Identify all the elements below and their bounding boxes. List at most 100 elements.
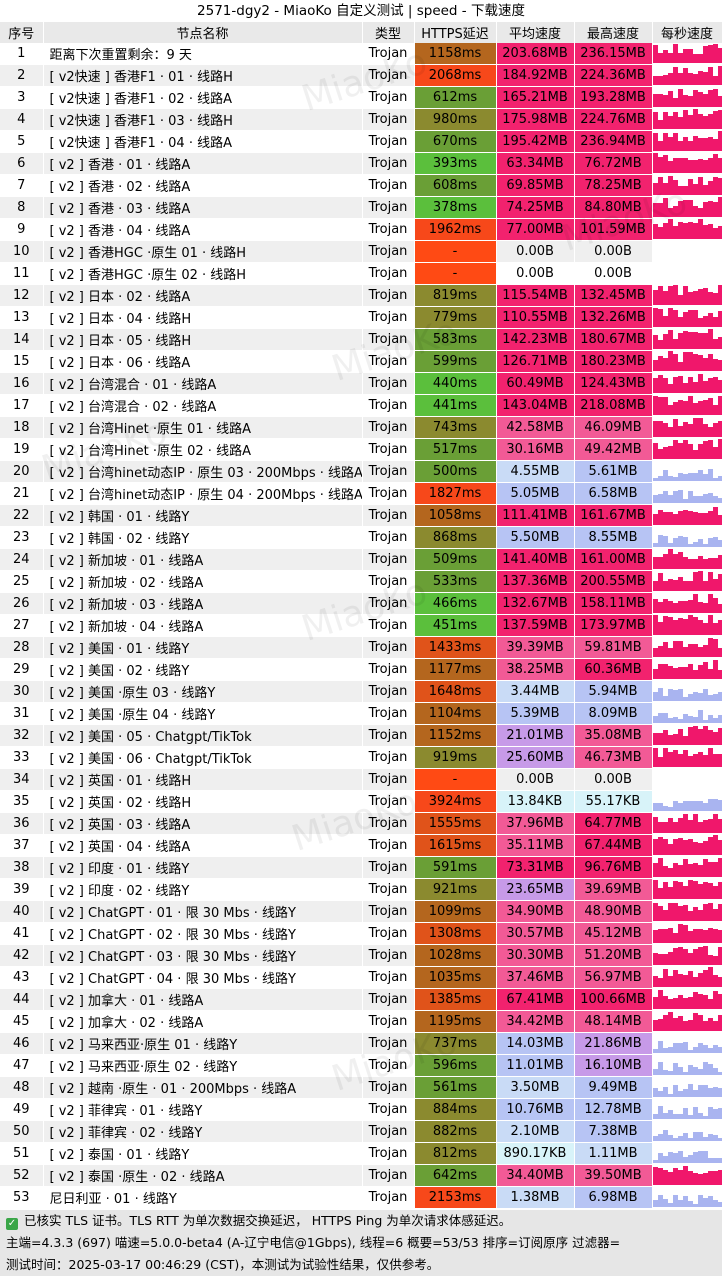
speed-graph-bar	[712, 1021, 718, 1031]
speed-graph-bar	[687, 615, 693, 635]
speed-graph-bar	[712, 377, 718, 393]
speed-graph-bar	[702, 720, 708, 723]
speed-graph-bar	[702, 288, 708, 305]
node-name: [ v2 ] ChatGPT · 03 · 限 30 Mbs · 线路Y	[43, 944, 363, 967]
https-latency: 642ms	[414, 1164, 497, 1187]
speed-graph-bar	[712, 1109, 718, 1119]
https-latency: 884ms	[414, 1098, 497, 1121]
speed-graph-bar	[677, 426, 683, 437]
speed-graph	[652, 152, 722, 175]
speed-graph-bar	[702, 1021, 708, 1031]
speed-graph-bar	[682, 697, 688, 701]
speed-graph-bar	[712, 660, 718, 679]
speed-graph-bar	[677, 89, 683, 107]
max-speed: 49.42MB	[574, 438, 653, 461]
row-seq: 44	[0, 988, 44, 1011]
speed-graph	[652, 724, 722, 747]
max-speed: 16.10MB	[574, 1054, 653, 1077]
speed-graph-bar	[682, 49, 688, 63]
speed-graph-bar	[667, 1047, 673, 1053]
speed-graph-bar	[677, 333, 683, 349]
avg-speed: 34.90MB	[496, 900, 575, 923]
https-latency: 812ms	[414, 1142, 497, 1165]
max-speed: 193.28MB	[574, 86, 653, 109]
speed-graph-bar	[657, 602, 663, 613]
node-type: Trojan	[362, 86, 415, 109]
speed-graph-bar	[712, 154, 718, 173]
speed-graph-bar	[697, 1113, 703, 1119]
avg-speed: 0.00B	[496, 240, 575, 263]
https-latency: 608ms	[414, 174, 497, 197]
table-row: 31[ v2 ] 美国 ·原生 04 · 线路Y Trojan 1104ms 5.39…	[0, 702, 722, 725]
speed-graph-bar	[687, 511, 693, 525]
max-speed: 84.80MB	[574, 196, 653, 219]
speed-graph-bar	[672, 750, 678, 767]
speed-graph-bar	[692, 1173, 698, 1185]
speed-graph-bar	[707, 928, 713, 943]
max-speed: 124.43MB	[574, 372, 653, 395]
node-name: [ v2 ] 美国 ·原生 04 · 线路Y	[43, 702, 363, 725]
speed-graph-bar	[672, 354, 678, 371]
speed-graph-bar	[697, 884, 703, 899]
table-row: 53 尼日利亚 · 01 · 线路Y Trojan 2153ms 1.38MB 6.98M…	[0, 1186, 722, 1209]
max-speed: 9.49MB	[574, 1076, 653, 1099]
node-type: Trojan	[362, 900, 415, 923]
table-row: 30[ v2 ] 美国 ·原生 03 · 线路Y Trojan 1648ms 3.44…	[0, 680, 722, 703]
speed-graph-bar	[712, 862, 718, 877]
speed-graph-bar	[707, 493, 713, 503]
speed-graph-bar	[672, 1085, 678, 1097]
speed-graph-bar	[692, 1152, 698, 1163]
speed-graph-bar	[657, 535, 663, 547]
https-latency: 868ms	[414, 526, 497, 549]
speed-graph-bar	[672, 133, 678, 151]
speed-graph-bar	[672, 1138, 678, 1141]
avg-speed: 37.46MB	[496, 966, 575, 989]
speed-graph-bar	[687, 200, 693, 217]
speed-graph-bar	[667, 1203, 673, 1207]
speed-graph-bar	[707, 1196, 713, 1207]
speed-graph-bar	[692, 1090, 698, 1097]
avg-speed: 184.92MB	[496, 64, 575, 87]
speed-graph-bar	[687, 694, 693, 701]
speed-graph	[652, 922, 722, 945]
node-name: [ v2 ] 香港 · 02 · 线路A	[43, 174, 363, 197]
speed-graph-bar	[717, 819, 721, 833]
speed-graph-bar	[697, 355, 703, 371]
speed-graph-bar	[712, 956, 718, 965]
row-seq: 6	[0, 152, 44, 175]
node-name: [ v2 ] 美国 · 02 · 线路Y	[43, 658, 363, 681]
avg-speed: 14.03MB	[496, 1032, 575, 1055]
row-seq: 19	[0, 438, 44, 461]
speed-graph-bar	[697, 418, 703, 437]
node-type: Trojan	[362, 350, 415, 373]
speed-graph-bar	[652, 514, 658, 525]
speed-graph-bar	[662, 696, 668, 701]
node-type: Trojan	[362, 790, 415, 813]
speed-graph-bar	[667, 976, 673, 987]
speed-graph-bar	[717, 396, 721, 415]
speed-graph-bar	[697, 539, 703, 547]
speed-graph-bar	[677, 618, 683, 635]
node-type: Trojan	[362, 1120, 415, 1143]
speed-graph-bar	[677, 838, 683, 855]
speed-graph-bar	[702, 1045, 708, 1053]
https-latency: 561ms	[414, 1076, 497, 1099]
speed-graph-bar	[692, 814, 698, 833]
speed-graph-bar	[662, 95, 668, 107]
https-latency: 2068ms	[414, 64, 497, 87]
table-row: 6[ v2 ] 香港 · 01 · 线路A Trojan 393ms 63.34MB 7…	[0, 152, 722, 175]
node-type: Trojan	[362, 262, 415, 285]
speed-graph-bar	[692, 559, 698, 569]
max-speed: 39.69MB	[574, 878, 653, 901]
node-type: Trojan	[362, 548, 415, 571]
speed-graph-bar	[687, 352, 693, 371]
speed-graph-bar	[652, 133, 658, 151]
speed-graph-bar	[717, 360, 721, 371]
speed-graph-bar	[672, 402, 678, 415]
node-type: Trojan	[362, 460, 415, 483]
header-avg-speed: 平均速度	[496, 22, 575, 43]
speed-graph-bar	[667, 735, 673, 745]
row-seq: 23	[0, 526, 44, 549]
speed-graph-bar	[667, 512, 673, 525]
speed-graph-bar	[657, 906, 663, 921]
